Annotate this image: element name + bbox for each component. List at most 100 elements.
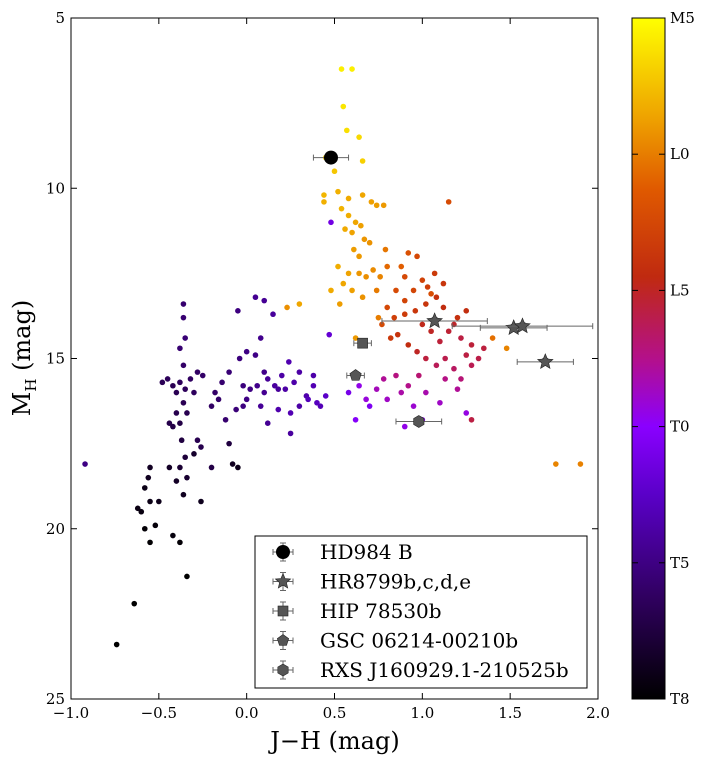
field-object-point (177, 539, 183, 546)
field-object-point (182, 386, 188, 392)
field-object-point (314, 399, 320, 406)
field-object-point (359, 158, 366, 164)
field-object-point (147, 498, 153, 505)
field-object-point (375, 314, 382, 321)
field-object-point (356, 134, 362, 140)
field-object-point (384, 396, 391, 403)
field-object-point (187, 376, 194, 382)
field-object-point (275, 406, 282, 413)
field-object-point (442, 376, 448, 382)
field-object-point (401, 273, 408, 280)
field-object-point (433, 362, 440, 369)
field-object-point (282, 386, 289, 392)
field-object-point (359, 192, 366, 198)
legend-entry-label: HIP 78530b (320, 599, 442, 623)
field-object-point (380, 202, 387, 209)
legend-box (254, 535, 588, 689)
field-object-point (373, 386, 380, 392)
field-object-point (475, 355, 482, 362)
field-object-point (173, 389, 180, 396)
field-object-point (113, 641, 120, 648)
field-object-point (180, 362, 187, 369)
field-object-point (321, 199, 327, 205)
field-object-point (340, 280, 347, 287)
field-object-point (463, 308, 470, 314)
colorbar-tick-label: T8 (670, 690, 690, 708)
field-object-point (317, 403, 324, 409)
field-object-point (345, 270, 352, 277)
colorbar-tick-label: L5 (670, 281, 690, 299)
field-object-point (356, 253, 362, 260)
x-tick-label: −1.0 (53, 704, 89, 722)
field-object-point (489, 335, 496, 341)
field-object-point (359, 294, 366, 301)
x-tick-label: 1.0 (410, 704, 434, 722)
field-object-point (335, 263, 341, 270)
field-object-point (134, 505, 141, 512)
y-tick-label: 5 (55, 9, 65, 27)
field-object-point (405, 382, 412, 389)
y-tick-label: 20 (46, 520, 65, 538)
field-object-point (322, 393, 329, 399)
field-object-point (296, 403, 303, 409)
legend-marker (276, 545, 290, 559)
field-object-point (368, 199, 375, 205)
field-object-point (147, 539, 153, 546)
field-object-point (451, 365, 457, 372)
field-object-point (356, 270, 362, 277)
field-object-point (398, 389, 405, 396)
x-tick-label: 1.5 (498, 704, 522, 722)
field-object-point (458, 335, 464, 341)
field-object-point (310, 382, 317, 389)
field-object-point (141, 485, 148, 491)
field-object-point (194, 369, 201, 375)
field-object-point (440, 304, 447, 311)
field-object-point (356, 382, 362, 389)
field-object-point (275, 386, 282, 392)
field-object-point (382, 246, 389, 253)
field-object-point (215, 396, 222, 403)
planet-marker (323, 150, 338, 165)
field-object-point (414, 348, 420, 355)
field-object-point (212, 389, 218, 396)
y-axis-label: MH (mag) (8, 300, 40, 416)
x-tick-label: 0.0 (235, 704, 259, 722)
field-object-point (437, 399, 443, 406)
field-object-point (468, 416, 475, 423)
field-object-point (261, 297, 268, 304)
field-object-point (152, 522, 159, 529)
field-object-point (180, 491, 187, 498)
field-object-point (252, 352, 259, 358)
field-object-point (145, 474, 152, 481)
colorbar-tick-label: M5 (670, 9, 695, 27)
planet-marker (514, 317, 531, 334)
field-object-point (226, 440, 232, 447)
field-object-point (328, 287, 334, 294)
field-object-point (236, 355, 243, 362)
field-object-point (454, 386, 461, 392)
field-object-point (208, 403, 215, 409)
field-object-point (336, 301, 343, 307)
field-object-point (159, 379, 166, 386)
field-object-point (291, 379, 297, 386)
field-object-point (138, 508, 145, 515)
planet-marker (536, 353, 554, 370)
field-object-point (428, 328, 434, 335)
legend-marker (277, 663, 289, 677)
field-object-point (199, 372, 206, 379)
y-axis-label-main: M (8, 392, 36, 417)
field-object-point (257, 403, 264, 409)
legend-entry-label: HD984 B (320, 540, 413, 564)
field-object-point (419, 321, 426, 328)
field-object-point (191, 389, 197, 396)
field-object-point (331, 168, 338, 175)
field-object-point (458, 376, 464, 382)
legend: HD984 B HR8799b,c,d,e HIP 78530b GSC 06214-… (254, 535, 588, 689)
field-object-point (243, 396, 250, 403)
field-object-point (352, 335, 359, 341)
field-object-point (184, 410, 190, 416)
field-object-point (296, 369, 303, 375)
legend-marker (276, 634, 290, 646)
field-object-point (401, 423, 408, 430)
